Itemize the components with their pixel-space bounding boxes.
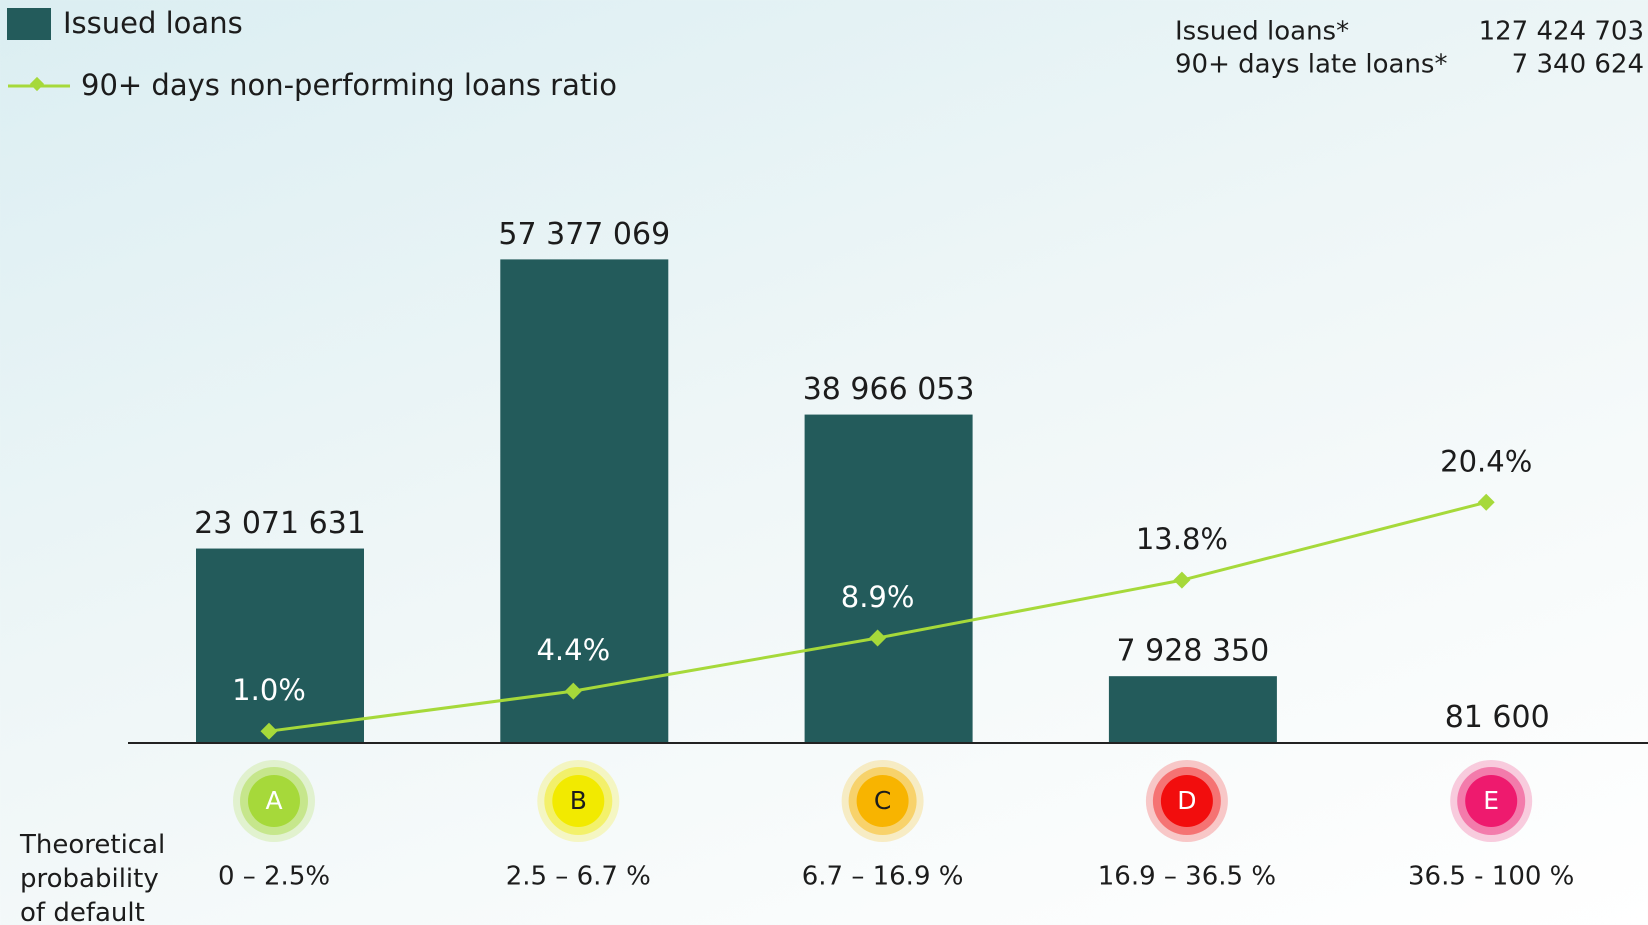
bar-value-label: 38 966 053: [803, 372, 975, 407]
grade-dot: [856, 775, 909, 827]
bar: [196, 548, 364, 743]
grade-label: B: [570, 786, 587, 815]
grade-dot: [1465, 775, 1518, 827]
bar: [1108, 676, 1277, 743]
grade-label: C: [874, 786, 891, 815]
grade-dot: [552, 775, 605, 827]
bar: [804, 414, 973, 743]
ratio-marker: [1477, 493, 1495, 511]
bar-value-label: 57 377 069: [498, 217, 670, 252]
ratio-label: 1.0%: [232, 673, 306, 707]
bar-value-label: 7 928 350: [1117, 634, 1270, 669]
range-label: 2.5 – 6.7 %: [506, 862, 651, 892]
legend-label: Issued loans: [63, 6, 243, 40]
ratio-label: 20.4%: [1440, 444, 1532, 478]
grade-label: A: [265, 786, 282, 815]
ratio-marker: [1173, 571, 1191, 589]
range-label: 0 – 2.5%: [218, 862, 330, 892]
summary-value: 7 340 624: [1512, 50, 1644, 80]
legend-marker: [29, 76, 45, 92]
range-label: 6.7 – 16.9 %: [802, 862, 964, 892]
summary-label: Issued loans*: [1175, 17, 1349, 47]
ratio-label: 8.9%: [841, 580, 915, 614]
grade-dot: [1160, 775, 1213, 827]
grade-label: D: [1177, 786, 1196, 815]
ratio-label: 4.4%: [536, 633, 610, 667]
legend-swatch: [7, 8, 51, 40]
ratio-label: 13.8%: [1136, 522, 1228, 556]
bar-value-label: 23 071 631: [194, 506, 366, 541]
ratio-marker: [564, 682, 582, 700]
legend-label: 90+ days non-performing loans ratio: [81, 68, 617, 102]
bar-value-label: 81 600: [1445, 700, 1550, 735]
summary-label: 90+ days late loans*: [1175, 50, 1447, 80]
ratio-marker: [869, 629, 887, 647]
ratio-marker: [260, 722, 278, 740]
range-label: 36.5 - 100 %: [1408, 862, 1574, 892]
grade-dot: [248, 775, 300, 827]
range-label: 16.9 – 36.5 %: [1098, 862, 1276, 892]
x-axis-label: Theoretical probability of default: [20, 830, 166, 925]
bar: [500, 259, 669, 743]
grade-label: E: [1483, 786, 1499, 815]
summary-value: 127 424 703: [1479, 17, 1644, 47]
